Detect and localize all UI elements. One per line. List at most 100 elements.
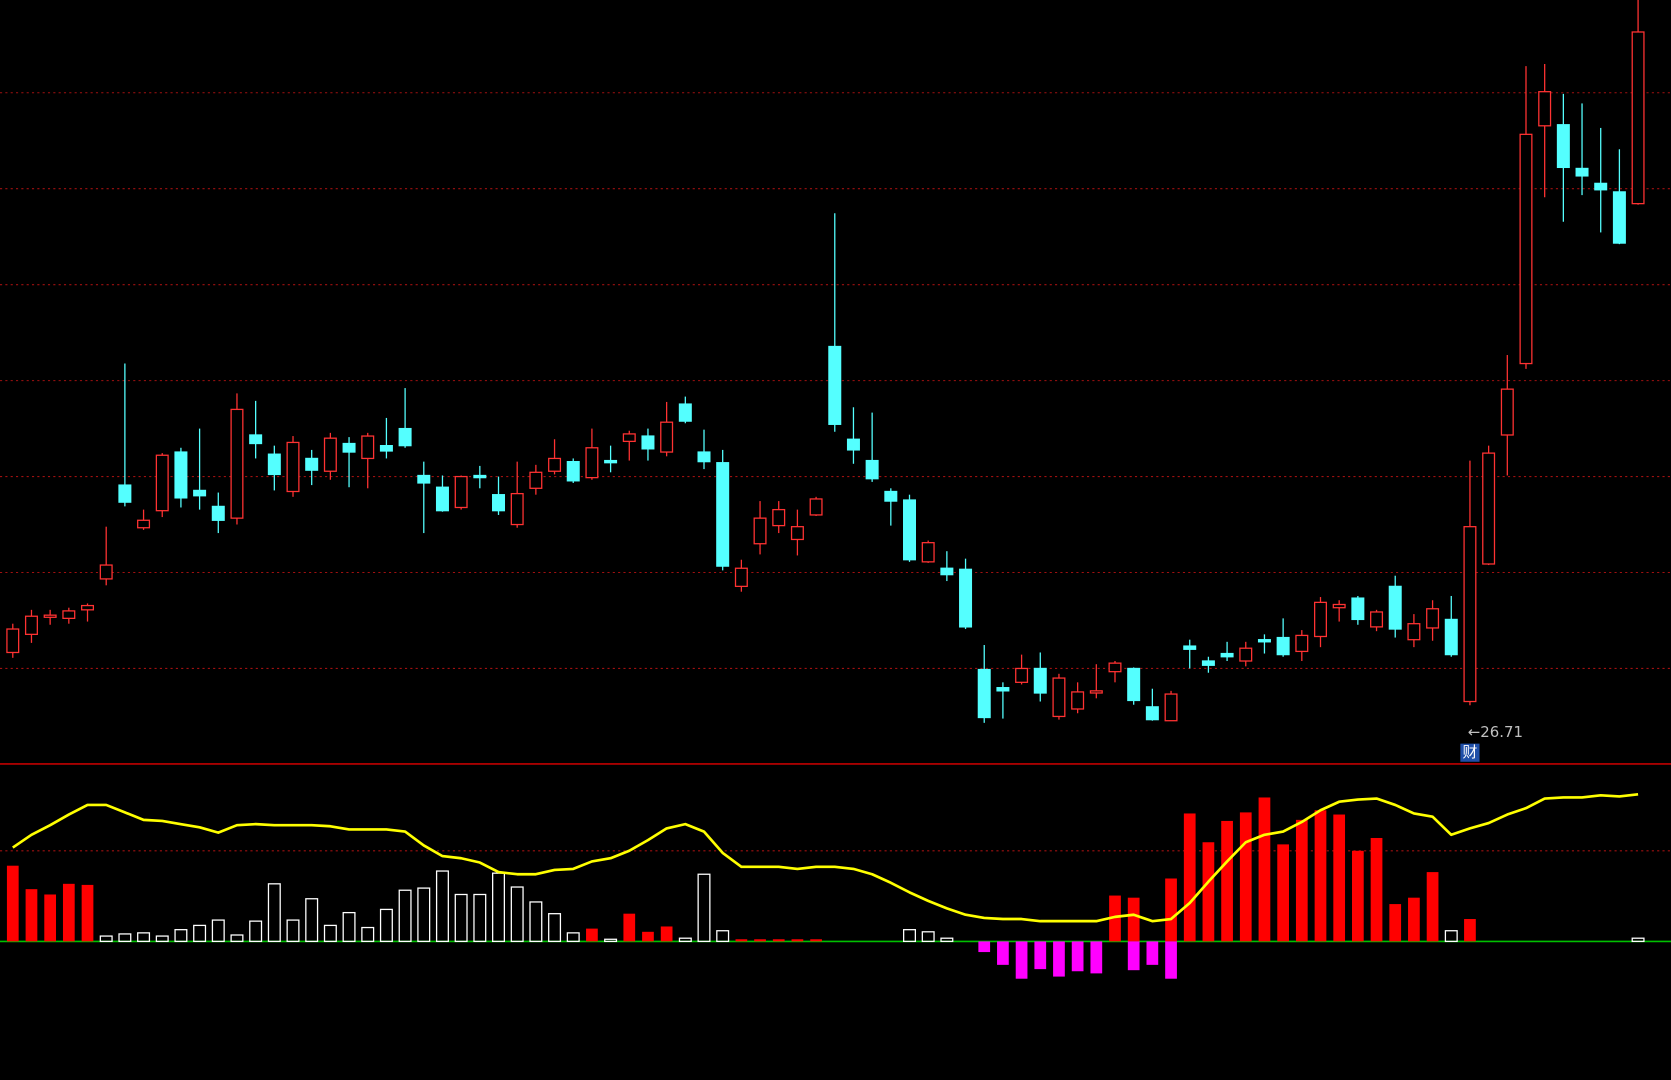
- indicator-bar: [566, 932, 580, 943]
- indicator-bar: [1090, 941, 1103, 974]
- indicator-bar: [604, 938, 618, 943]
- indicator-bar: [323, 924, 337, 943]
- indicator-bar: [1314, 810, 1327, 942]
- indicator-bar: [1426, 872, 1439, 942]
- candle-body: [417, 474, 431, 484]
- indicator-bar: [118, 933, 132, 943]
- candle-body: [286, 441, 300, 493]
- indicator-bar: [62, 883, 75, 942]
- indicator-bar: [642, 931, 654, 942]
- candle-body: [585, 447, 599, 479]
- indicator-bar: [1127, 897, 1140, 942]
- indicator-bar: [1127, 941, 1140, 971]
- candle-body: [790, 526, 804, 541]
- indicator-bar: [25, 889, 38, 942]
- candle-body: [977, 668, 991, 719]
- indicator-bar: [1295, 819, 1308, 942]
- candle-body: [548, 457, 562, 472]
- indicator-bar: [267, 883, 281, 943]
- candle-body: [155, 454, 169, 512]
- badge: 财: [1462, 743, 1477, 761]
- candle-body: [1295, 634, 1309, 653]
- candle-body: [1594, 182, 1608, 191]
- indicator-bar: [716, 930, 730, 943]
- indicator-bar: [1258, 797, 1271, 942]
- candle-body: [305, 457, 319, 471]
- candle-body: [772, 508, 786, 527]
- candle-body: [1127, 667, 1141, 702]
- candle-body: [1183, 645, 1197, 650]
- indicator-bar: [1408, 897, 1420, 942]
- candle-body: [230, 408, 244, 519]
- candle-body: [24, 615, 38, 635]
- candle-body: [903, 499, 917, 561]
- candle-body: [846, 438, 860, 451]
- candle-body: [865, 459, 879, 480]
- indicator-bar: [1277, 844, 1289, 942]
- indicator-bar: [1165, 941, 1177, 979]
- indicator-bar: [678, 937, 692, 943]
- indicator-bar: [417, 887, 431, 943]
- candle-body: [81, 604, 95, 611]
- candle-body: [118, 484, 132, 503]
- indicator-bar: [99, 935, 113, 943]
- candle-body: [716, 462, 730, 567]
- candle-body: [641, 435, 655, 450]
- indicator-bar: [772, 939, 785, 942]
- candle-body: [604, 459, 618, 464]
- candle-body: [1164, 693, 1178, 722]
- candle-body: [921, 542, 935, 563]
- candle-body: [959, 568, 973, 628]
- candle-body: [510, 492, 524, 526]
- indicator-bar: [379, 908, 393, 943]
- indicator-bar: [1071, 941, 1084, 972]
- indicator-bar: [193, 924, 207, 943]
- low-annotation: ←26.71: [1468, 723, 1523, 741]
- indicator-bar: [1370, 837, 1383, 942]
- indicator-bar: [1034, 941, 1047, 970]
- indicator-bar: [1015, 941, 1028, 979]
- candle-body: [1407, 623, 1421, 641]
- candle-body: [342, 442, 356, 453]
- indicator-bar: [735, 939, 748, 942]
- candle-body: [1370, 611, 1384, 628]
- indicator-bar: [342, 911, 356, 943]
- indicator-bar: [940, 937, 954, 943]
- candle-body: [996, 687, 1010, 692]
- indicator-bar: [1239, 812, 1252, 942]
- candle-body: [1015, 667, 1029, 683]
- candle-body: [566, 460, 580, 482]
- candle-body: [323, 437, 337, 472]
- candle-body: [193, 489, 207, 497]
- candle-body: [249, 434, 263, 445]
- indicator-bar: [435, 870, 449, 943]
- candle-body: [753, 517, 767, 545]
- candle-body: [1089, 690, 1103, 694]
- candle-body: [1351, 597, 1365, 621]
- candle-body: [1108, 662, 1122, 673]
- candle-body: [174, 451, 188, 499]
- indicator-bar: [1333, 814, 1346, 942]
- candle-body: [1500, 388, 1514, 436]
- indicator-bar: [1183, 813, 1196, 942]
- indicator-bar: [791, 939, 804, 942]
- indicator-bar: [586, 928, 598, 942]
- candle-body: [697, 451, 711, 463]
- candle-body: [828, 345, 842, 425]
- candle-body: [1201, 660, 1215, 666]
- candle-body: [398, 427, 412, 447]
- candle-body: [809, 498, 823, 516]
- candle-body: [473, 474, 487, 479]
- indicator-bar: [81, 884, 94, 942]
- candle-body: [1220, 652, 1234, 658]
- candle-body: [1612, 191, 1626, 244]
- indicator-bar: [754, 939, 766, 942]
- indicator-bar: [6, 865, 19, 942]
- badge-bg: [1460, 743, 1480, 762]
- indicator-bar: [305, 898, 319, 943]
- indicator-bar: [155, 935, 169, 943]
- indicator-bar: [660, 926, 673, 942]
- candle-body: [1556, 124, 1570, 169]
